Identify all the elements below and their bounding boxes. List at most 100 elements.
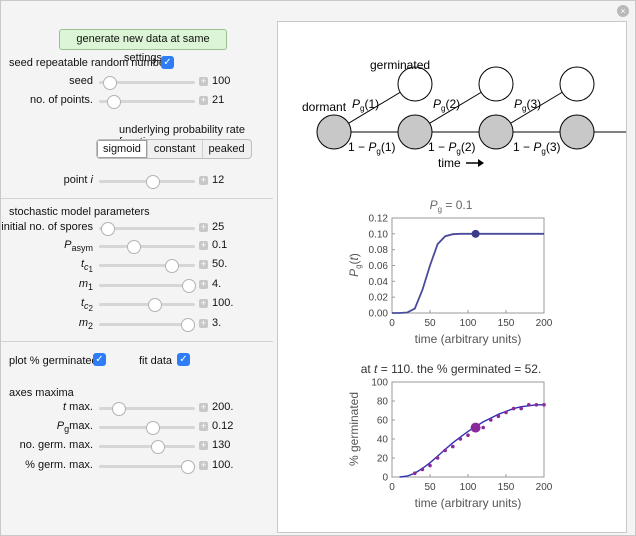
- expand-plus-icon[interactable]: +: [199, 298, 208, 308]
- expand-plus-icon[interactable]: +: [199, 240, 208, 250]
- tc2-slider[interactable]: [99, 298, 195, 312]
- seed-value: 100: [212, 75, 231, 87]
- state-diagram: germinated dormant Pg(1) Pg(2) Pg(3) 1 −…: [302, 58, 636, 170]
- rate-option-peaked[interactable]: peaked: [208, 143, 245, 155]
- seed-repeatable-checkbox[interactable]: ✓: [161, 56, 174, 69]
- pasym-value: 0.1: [212, 239, 228, 251]
- points-slider[interactable]: [99, 95, 195, 109]
- seed-slider[interactable]: [99, 76, 195, 90]
- data-point: [466, 433, 470, 438]
- time-arrowhead-icon: [478, 159, 484, 167]
- y-tick-label: 0.04: [369, 277, 389, 288]
- expand-plus-icon[interactable]: +: [199, 222, 208, 232]
- tc1-slider-row: tc1 + 50.: [1, 257, 273, 274]
- expand-plus-icon[interactable]: +: [199, 279, 208, 289]
- fit-data-checkbox[interactable]: ✓: [177, 353, 190, 366]
- close-icon[interactable]: ×: [617, 5, 629, 17]
- slider-knob[interactable]: [145, 175, 160, 189]
- point-i-slider[interactable]: [99, 175, 195, 189]
- x-tick-label: 0: [389, 482, 395, 493]
- controls-panel: generate new data at same settings seed …: [1, 19, 273, 535]
- data-point: [534, 403, 539, 407]
- m1-value: 4.: [212, 278, 222, 290]
- expand-plus-icon[interactable]: +: [199, 318, 208, 328]
- data-point: [489, 418, 493, 422]
- expand-plus-icon[interactable]: +: [199, 175, 208, 185]
- chart2-y-ticks: 0 20 40 60 80 100: [371, 378, 395, 484]
- slider-knob[interactable]: [182, 279, 197, 293]
- chart1-ylabel: Pg(t): [347, 253, 363, 277]
- expand-plus-icon[interactable]: +: [199, 440, 208, 450]
- generate-data-button[interactable]: generate new data at same settings: [59, 29, 227, 64]
- seed-slider-row: seed + 100: [1, 74, 273, 90]
- pgmax-label: Pgmax.: [56, 420, 93, 435]
- y-tick-label: 0.12: [369, 214, 389, 225]
- data-point: [527, 403, 531, 407]
- pg-rate-chart: Pg = 0.1 0.00 0.02 0.04 0.06 0.08 0.10 0.12 0 5…: [347, 198, 553, 346]
- chart1-frame: [391, 217, 545, 314]
- expand-plus-icon[interactable]: +: [199, 460, 208, 470]
- tc1-slider[interactable]: [99, 259, 195, 273]
- spores-value: 25: [212, 221, 225, 233]
- slider-knob[interactable]: [107, 95, 122, 109]
- plot-germinated-checkbox[interactable]: ✓: [93, 353, 106, 366]
- y-tick-label: 0.08: [369, 245, 389, 256]
- pasym-slider[interactable]: [99, 240, 195, 254]
- seed-label: seed: [69, 75, 93, 87]
- y-tick-label: 40: [377, 435, 389, 446]
- data-point: [420, 467, 425, 472]
- slider-knob[interactable]: [126, 240, 141, 254]
- pctmax-label: % germ. max.: [25, 459, 93, 471]
- tc1-value: 50.: [212, 258, 228, 270]
- m1-label: m1: [78, 278, 93, 293]
- divider: [1, 198, 273, 199]
- y-tick-label: 20: [377, 454, 389, 465]
- m1-slider-row: m1 + 4.: [1, 277, 273, 293]
- expand-plus-icon[interactable]: +: [199, 259, 208, 269]
- expand-plus-icon[interactable]: +: [199, 402, 208, 412]
- germmax-slider[interactable]: [99, 440, 195, 454]
- chart2-frame: [391, 381, 545, 478]
- chart1-y-ticks: 0.00 0.02 0.04 0.06 0.08 0.10 0.12: [369, 214, 395, 320]
- points-slider-row: no. of points. + 21: [1, 93, 273, 109]
- expand-plus-icon[interactable]: +: [199, 95, 208, 105]
- slider-knob[interactable]: [181, 318, 196, 332]
- time-label: time: [438, 156, 461, 170]
- slider-knob[interactable]: [145, 421, 160, 435]
- slider-knob[interactable]: [150, 440, 165, 454]
- slider-knob[interactable]: [165, 259, 179, 273]
- data-point: [496, 414, 501, 419]
- expand-plus-icon[interactable]: +: [199, 76, 208, 86]
- expand-plus-icon[interactable]: +: [199, 421, 208, 431]
- germmax-value: 130: [212, 439, 231, 451]
- tmax-slider[interactable]: [99, 402, 195, 416]
- rate-option-sigmoid[interactable]: sigmoid: [97, 140, 148, 158]
- slider-knob[interactable]: [112, 402, 127, 416]
- x-tick-label: 0: [389, 318, 395, 329]
- x-tick-label: 50: [424, 482, 436, 493]
- rate-option-constant[interactable]: constant: [148, 140, 203, 158]
- pctmax-slider-row: % germ. max. + 100.: [1, 458, 273, 474]
- pasym-slider-row: Pasym + 0.1: [1, 238, 273, 254]
- chart1-highlight-point: [471, 229, 480, 238]
- slider-knob[interactable]: [181, 460, 196, 474]
- slider-knob[interactable]: [100, 222, 115, 236]
- pgmax-slider[interactable]: [99, 421, 195, 435]
- m1-slider[interactable]: [99, 279, 197, 293]
- spores-slider[interactable]: [99, 222, 195, 236]
- slider-knob[interactable]: [147, 298, 162, 312]
- slider-knob[interactable]: [102, 76, 117, 90]
- m2-slider[interactable]: [99, 318, 196, 332]
- dormant-state-circle: [478, 114, 514, 150]
- chart2-fit-line: [399, 404, 544, 478]
- chart2-title: at t = 110. the % germinated = 52.: [361, 362, 542, 376]
- pgmax-value: 0.12: [212, 420, 234, 432]
- data-point: [413, 471, 417, 476]
- pctmax-slider[interactable]: [99, 460, 196, 474]
- chart1-title: Pg = 0.1: [430, 198, 473, 214]
- germinated-state-circle: [397, 66, 433, 102]
- x-tick-label: 150: [498, 318, 515, 329]
- dormant-state-circle: [559, 114, 595, 150]
- points-value: 21: [212, 94, 225, 106]
